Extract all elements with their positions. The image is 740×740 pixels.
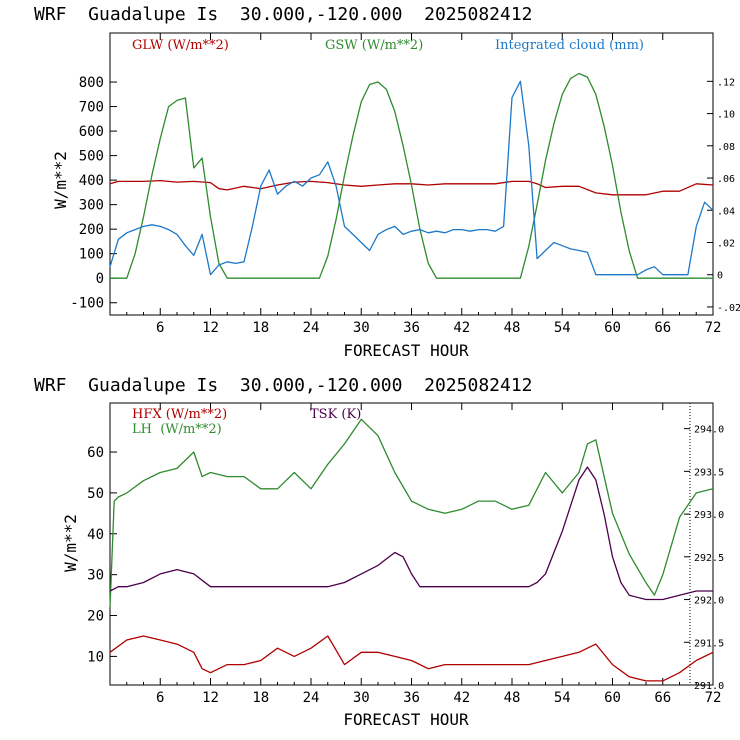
upper-series-lines (109, 72, 714, 279)
upper-x-tick-label: 66 (654, 320, 671, 336)
lower-x-tick-label: 36 (403, 690, 420, 706)
upper-y2-tick-label: .04 (717, 206, 735, 217)
legend-glw: GLW (W/m**2) (132, 38, 229, 53)
upper-x-tick-label: 6 (156, 320, 164, 336)
upper-x-tick-labels: 6 12 18 24 30 36 42 48 54 60 66 72 (126, 33, 722, 336)
lower-y-tick-label: 50 (87, 486, 104, 502)
upper-series-gsw-line (110, 72, 713, 279)
upper-y2-tick-label: 0 (717, 271, 723, 282)
lower-x-tick-label: 24 (303, 690, 320, 706)
upper-y2-tick-label: .10 (717, 110, 735, 121)
upper-x-tick-label: 42 (453, 320, 470, 336)
legend-integrated-cloud: Integrated cloud (mm) (495, 38, 644, 53)
lower-right-y-tick-labels: 291.0 291.5 292.0 292.5 293.0 293.5 294.0 (684, 425, 724, 692)
lower-y2-tick-label: 291.5 (694, 638, 724, 649)
lower-x-tick-label: 18 (252, 690, 269, 706)
lower-x-tick-label: 60 (604, 690, 621, 706)
lower-x-axis-label: FORECAST HOUR (343, 710, 469, 729)
upper-x-axis-label: FORECAST HOUR (343, 341, 469, 360)
upper-y-tick-label: 0 (96, 271, 104, 287)
upper-y2-tick-label: -.02 (717, 303, 740, 314)
lower-series-hfx-line (109, 635, 714, 682)
lower-y2-tick-label: 293.0 (694, 510, 724, 521)
lower-x-tick-label: 30 (353, 690, 370, 706)
lower-y-tick-label: 30 (87, 568, 104, 584)
lower-y2-tick-label: 291.0 (694, 681, 724, 692)
upper-y-axis-label: W/m**2 (51, 151, 70, 209)
lower-series-lh-line (109, 418, 714, 608)
upper-x-tick-label: 18 (252, 320, 269, 336)
upper-plot-frame (109, 32, 714, 316)
upper-chart-title: WRF Guadalupe Is 30.000,-120.000 2025082… (34, 4, 533, 25)
upper-y-tick-labels: -100 0 100 200 300 400 500 600 700 800 (70, 75, 117, 312)
upper-y-tick-label: 700 (79, 100, 104, 116)
legend-gsw: GSW (W/m**2) (325, 38, 423, 53)
upper-right-y-tick-labels: -.02 0 .02 .04 .06 .08 .10 .12 (707, 77, 740, 314)
upper-x-tick-label: 60 (604, 320, 621, 336)
upper-series-integrated-line (109, 80, 714, 276)
lower-x-tick-labels: 6 12 18 24 30 36 42 48 54 60 66 72 (126, 403, 722, 706)
upper-x-tick-label: 72 (705, 320, 722, 336)
legend-lh: LH (W/m**2) (132, 422, 222, 437)
lower-x-tick-label: 48 (504, 690, 521, 706)
lower-y-tick-label: 20 (87, 609, 104, 625)
legend-hfx: HFX (W/m**2) (132, 407, 227, 422)
upper-x-tick-label: 36 (403, 320, 420, 336)
lower-x-tick-label: 6 (156, 690, 164, 706)
lower-series-tsk-line (109, 466, 713, 601)
legend-tsk: TSK (K) (310, 407, 361, 422)
upper-y-tick-label: 100 (79, 247, 104, 263)
upper-x-tick-label: 30 (353, 320, 370, 336)
lower-chart-title: WRF Guadalupe Is 30.000,-120.000 2025082… (34, 375, 533, 396)
lower-chart-panel: WRF Guadalupe Is 30.000,-120.000 2025082… (34, 375, 724, 729)
upper-x-tick-label: 12 (202, 320, 219, 336)
upper-y2-tick-label: .06 (717, 174, 735, 185)
lower-x-tick-label: 54 (554, 690, 571, 706)
upper-x-tick-label: 24 (303, 320, 320, 336)
lower-x-tick-label: 12 (202, 690, 219, 706)
lower-series-lines (109, 418, 714, 682)
lower-x-tick-label: 42 (453, 690, 470, 706)
upper-y-tick-label: 300 (79, 198, 104, 214)
lower-y2-tick-label: 293.5 (694, 467, 724, 478)
upper-y2-tick-label: .08 (717, 142, 735, 153)
upper-series-glw-line (109, 179, 714, 196)
upper-x-tick-label: 54 (554, 320, 571, 336)
upper-y2-tick-label: .12 (717, 77, 735, 88)
upper-y2-tick-label: .02 (717, 238, 735, 249)
upper-y-tick-label: 200 (79, 222, 104, 238)
lower-y-tick-label: 40 (87, 527, 104, 543)
lower-y2-tick-label: 294.0 (694, 425, 724, 436)
lower-y-tick-label: 10 (87, 649, 104, 665)
upper-x-tick-label: 48 (504, 320, 521, 336)
upper-y-tick-label: 500 (79, 149, 104, 165)
upper-y-tick-label: -100 (70, 296, 104, 312)
upper-y-tick-label: 800 (79, 75, 104, 91)
upper-y-tick-label: 600 (79, 124, 104, 140)
lower-y-axis-label: W/m**2 (61, 514, 80, 572)
lower-x-tick-label: 66 (654, 690, 671, 706)
upper-y-tick-label: 400 (79, 173, 104, 189)
lower-y-tick-label: 60 (87, 445, 104, 461)
lower-y-tick-labels: 10 20 30 40 50 60 (87, 445, 117, 665)
lower-y2-tick-label: 292.0 (694, 596, 724, 607)
lower-y2-tick-label: 292.5 (694, 553, 724, 564)
lower-plot-frame (109, 402, 714, 686)
lower-x-tick-label: 72 (705, 690, 722, 706)
upper-chart-panel: WRF Guadalupe Is 30.000,-120.000 2025082… (34, 4, 740, 360)
